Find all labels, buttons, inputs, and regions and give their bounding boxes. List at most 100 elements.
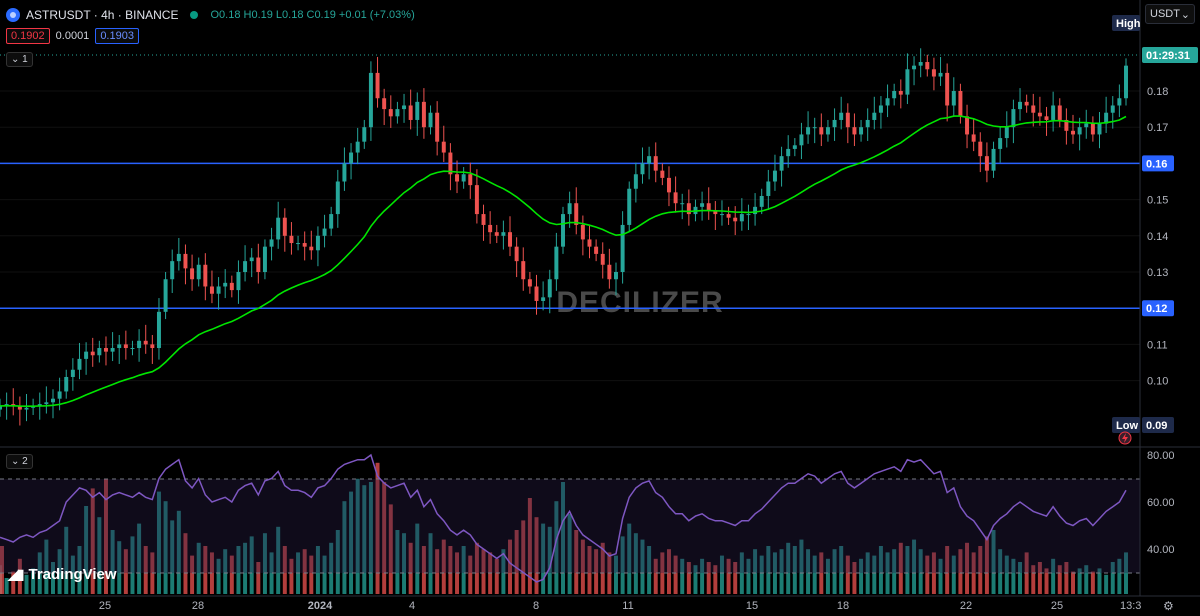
volume-bar bbox=[57, 549, 62, 594]
price-tick-label: 0.15 bbox=[1147, 195, 1168, 207]
candle-body bbox=[905, 69, 910, 95]
volume-bar bbox=[541, 523, 546, 594]
volume-bar bbox=[329, 542, 334, 594]
candle bbox=[547, 269, 552, 314]
candle-body bbox=[1044, 116, 1049, 120]
candle-body bbox=[779, 156, 784, 171]
candle bbox=[382, 88, 387, 126]
candle-body bbox=[792, 145, 797, 149]
volume-bar bbox=[1097, 568, 1102, 594]
candle bbox=[1097, 111, 1102, 149]
candle-body bbox=[1037, 112, 1042, 117]
volume-bar bbox=[441, 539, 446, 594]
candle-body bbox=[620, 224, 625, 272]
volume-bar bbox=[474, 542, 479, 594]
volume-bar bbox=[435, 549, 440, 594]
volume-bar bbox=[984, 536, 989, 594]
pane-1-toggle[interactable]: ⌄ 1 bbox=[6, 52, 33, 67]
candle bbox=[296, 235, 301, 251]
volume-bar bbox=[521, 520, 526, 594]
candle-body bbox=[965, 116, 970, 135]
volume-bar bbox=[825, 558, 830, 594]
time-tick-label: 15 bbox=[746, 600, 758, 612]
countdown-badge-text: 01:29:31 bbox=[1146, 50, 1190, 62]
candle bbox=[123, 330, 128, 360]
candle bbox=[825, 119, 830, 142]
volume-bar bbox=[309, 555, 314, 594]
candle bbox=[441, 125, 446, 162]
candle-body bbox=[137, 340, 142, 349]
currency-selector[interactable]: USDT ⌄ bbox=[1145, 4, 1195, 24]
volume-bar bbox=[1124, 552, 1128, 594]
candle bbox=[766, 169, 771, 210]
candle bbox=[726, 206, 731, 225]
candle bbox=[90, 337, 95, 367]
candle-body bbox=[898, 91, 903, 95]
candle bbox=[620, 211, 625, 284]
candle bbox=[455, 160, 460, 194]
volume-bar bbox=[282, 546, 287, 594]
low-value-badge-bg bbox=[1142, 417, 1174, 433]
volume-bar bbox=[958, 549, 963, 594]
candle bbox=[435, 101, 440, 156]
candle bbox=[289, 222, 294, 255]
volume-bar bbox=[183, 533, 188, 594]
candle bbox=[1064, 108, 1069, 145]
candle bbox=[600, 242, 605, 279]
candle bbox=[1110, 96, 1115, 129]
candle-body bbox=[123, 344, 128, 349]
candle bbox=[256, 243, 261, 284]
candle-body bbox=[342, 163, 347, 182]
volume-bar bbox=[90, 488, 95, 594]
candle-body bbox=[852, 127, 857, 135]
volume-bar bbox=[243, 542, 248, 594]
volume-bar bbox=[938, 558, 943, 594]
time-tick-label: 25 bbox=[99, 600, 111, 612]
volume-bar bbox=[70, 555, 75, 594]
candle bbox=[428, 105, 433, 135]
volume-bar bbox=[812, 555, 817, 594]
candle bbox=[309, 230, 314, 260]
high-badge-bg bbox=[1112, 15, 1140, 31]
candle-body bbox=[203, 264, 208, 287]
candle bbox=[673, 176, 678, 213]
candle-body bbox=[402, 105, 407, 110]
symbol-title[interactable]: ASTRUSDT · 4h · BINANCE bbox=[26, 8, 179, 22]
candle bbox=[918, 48, 923, 78]
low-badge-text: Low bbox=[1116, 420, 1138, 432]
volume-bar bbox=[786, 542, 791, 594]
candle-body bbox=[991, 148, 996, 171]
volume-bar bbox=[839, 546, 844, 594]
hline-price-badge: 0.12 bbox=[1142, 300, 1174, 317]
candle bbox=[408, 89, 413, 130]
countdown-badge-bg bbox=[1142, 47, 1198, 63]
candle bbox=[375, 56, 380, 108]
candle bbox=[329, 206, 334, 236]
candle-body bbox=[335, 181, 340, 215]
bid-price-box[interactable]: 0.1902 bbox=[6, 28, 50, 44]
price-tick-label: 0.13 bbox=[1147, 267, 1168, 279]
volume-bar bbox=[481, 549, 486, 594]
volume-bar bbox=[680, 558, 685, 594]
candle bbox=[315, 226, 320, 267]
candle bbox=[1018, 88, 1023, 121]
brand-name: TradingView bbox=[28, 566, 117, 583]
candle-body bbox=[97, 348, 102, 356]
low-value-badge-text: 0.09 bbox=[1146, 420, 1167, 432]
candle bbox=[865, 108, 870, 141]
candle bbox=[302, 231, 307, 261]
ask-price-box[interactable]: 0.1903 bbox=[95, 28, 139, 44]
gear-icon[interactable]: ⚙ bbox=[1163, 599, 1174, 613]
price-tick-label: 0.14 bbox=[1147, 231, 1168, 243]
volume-bar bbox=[852, 562, 857, 594]
volume-bar bbox=[1037, 562, 1042, 594]
volume-bar bbox=[660, 552, 665, 594]
candle-body bbox=[753, 206, 758, 215]
candle-body bbox=[236, 272, 241, 291]
candle bbox=[103, 336, 108, 366]
candle bbox=[448, 143, 453, 191]
pane-2-toggle[interactable]: ⌄ 2 bbox=[6, 454, 33, 469]
candle-body bbox=[812, 127, 817, 129]
candle-body bbox=[461, 174, 466, 182]
